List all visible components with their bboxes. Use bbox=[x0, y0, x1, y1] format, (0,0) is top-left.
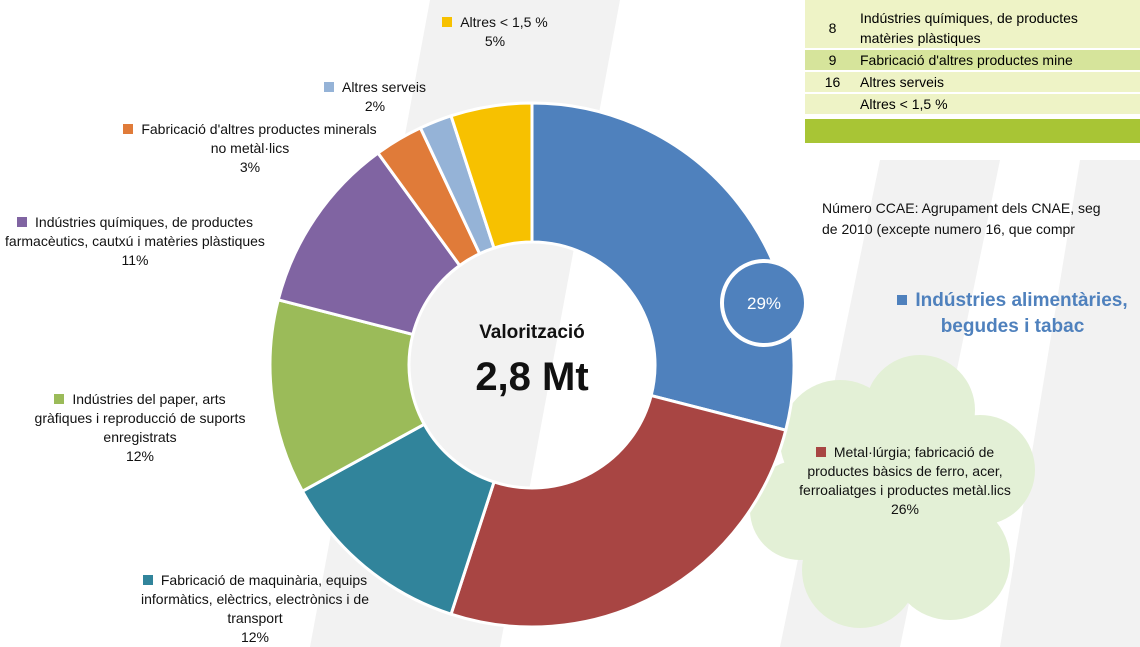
legend-text: Altres < 1,5 % bbox=[460, 14, 548, 30]
legend-marker bbox=[324, 82, 334, 92]
table-line: matèries plàstiques bbox=[860, 28, 1078, 48]
legend-marker bbox=[143, 575, 153, 585]
legend-text: Altres serveis bbox=[342, 79, 426, 95]
table-row: Altres < 1,5 % bbox=[805, 94, 1140, 116]
legend-marker bbox=[442, 17, 452, 27]
slice-label: Indústries del paper, arts gràfiques i r… bbox=[25, 390, 255, 466]
legend-text: Metal·lúrgia; fabricació de productes bà… bbox=[799, 444, 1011, 498]
value-label: 2% bbox=[290, 97, 460, 116]
callout: 29% bbox=[722, 261, 806, 345]
slice-label: Indústries químiques, de productes farma… bbox=[0, 213, 270, 270]
legend-marker bbox=[897, 295, 907, 305]
value-label: 12% bbox=[25, 447, 255, 466]
table-line: Indústries químiques, de productes bbox=[860, 8, 1078, 28]
note-line: Número CCAE: Agrupament dels CNAE, seg bbox=[822, 198, 1101, 219]
slice-label: Fabricació de maquinària, equips informà… bbox=[115, 571, 395, 647]
table-text: Fabricació d'altres productes mine bbox=[860, 50, 1073, 70]
slice-label: Altres < 1,5 % 5% bbox=[420, 13, 570, 51]
center-label: Valorització bbox=[479, 322, 585, 343]
legend-text: Indústries alimentàries, begudes i tabac bbox=[915, 290, 1127, 337]
legend-marker bbox=[17, 217, 27, 227]
page: 29%Valorització 2,8 Mt 8Indústries quími… bbox=[0, 0, 1140, 647]
value-label: 5% bbox=[420, 32, 570, 51]
table-number: 16 bbox=[805, 72, 860, 92]
table-line: Altres < 1,5 % bbox=[860, 94, 948, 114]
table-text: Altres serveis bbox=[860, 72, 944, 92]
center-value: 2,8 Mt bbox=[475, 355, 588, 399]
table-footer bbox=[805, 119, 1140, 143]
note-line: de 2010 (excepte numero 16, que compr bbox=[822, 219, 1101, 240]
value-label: 12% bbox=[115, 628, 395, 647]
table-text: Altres < 1,5 % bbox=[860, 94, 948, 114]
table-number: 9 bbox=[805, 50, 860, 70]
slice-label: Metal·lúrgia; fabricació de productes bà… bbox=[785, 443, 1025, 519]
table-number: 8 bbox=[805, 18, 860, 38]
legend-text: Fabricació de maquinària, equips informà… bbox=[141, 572, 369, 626]
legend-text: Indústries del paper, arts gràfiques i r… bbox=[35, 391, 246, 445]
table-line: Altres serveis bbox=[860, 72, 944, 92]
table-line: Fabricació d'altres productes mine bbox=[860, 50, 1073, 70]
value-label: 29% bbox=[747, 294, 781, 313]
value-label: 11% bbox=[0, 251, 270, 270]
legend-marker bbox=[816, 447, 826, 457]
legend-text: Fabricació d'altres productes minerals n… bbox=[141, 121, 376, 156]
slice-label: Altres serveis 2% bbox=[290, 78, 460, 116]
legend-marker bbox=[54, 394, 64, 404]
value-label: 3% bbox=[120, 158, 380, 177]
legend-text: Indústries químiques, de productes farma… bbox=[5, 214, 265, 249]
legend-label: Indústries alimentàries, begudes i tabac bbox=[870, 288, 1140, 340]
value-label: 26% bbox=[785, 500, 1025, 519]
legend-marker bbox=[123, 124, 133, 134]
slice-label: Fabricació d'altres productes minerals n… bbox=[120, 120, 380, 177]
